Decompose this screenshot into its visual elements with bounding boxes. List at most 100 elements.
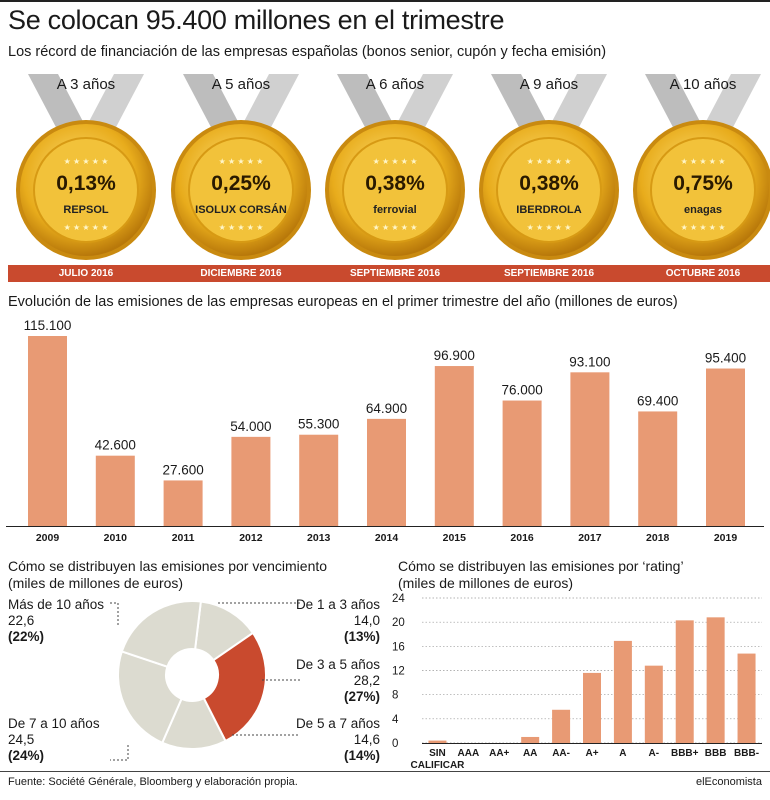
leader-line <box>110 602 119 625</box>
rating-tick-label: AA- <box>552 748 570 759</box>
donut-label: De 1 a 3 años 14,0 (13%) <box>250 597 380 645</box>
donut-slice <box>120 600 202 668</box>
y-tick-label: 20 <box>392 617 405 629</box>
slice-value: 28,2 <box>353 673 380 688</box>
slice-percent: (13%) <box>343 629 380 644</box>
maturity-chart-title: Cómo se distribuyen las emisiones por ve… <box>8 558 327 592</box>
medal-coupon: 0,38% <box>519 172 579 195</box>
rating-tick-label: SIN CALIFICAR <box>411 748 466 770</box>
rating-bar <box>428 740 447 743</box>
medal-coupon: 0,13% <box>56 172 116 195</box>
slice-percent: (22%) <box>8 629 45 644</box>
bar-value-label: 27.600 <box>162 462 203 477</box>
issue-date: OCTUBRE 2016 <box>625 265 770 282</box>
donut-label: Más de 10 años 22,6 (22%) <box>8 597 138 645</box>
page-subtitle: Los récord de financiación de las empres… <box>8 44 607 60</box>
bar-2017 <box>570 372 610 526</box>
donut-label: De 7 a 10 años 24,5 (24%) <box>8 716 138 764</box>
footer-rule <box>0 771 770 772</box>
medal-icon: ★ ★ ★ ★ ★ ★ ★ ★ ★ ★ <box>633 74 770 260</box>
bar-2011 <box>163 480 203 526</box>
bar-2018 <box>638 411 678 526</box>
bar-2010 <box>95 455 135 526</box>
medal-icon: ★ ★ ★ ★ ★ ★ ★ ★ ★ ★ <box>171 74 311 260</box>
slice-value: 14,6 <box>353 732 380 747</box>
bar-2013 <box>299 434 339 526</box>
donut-slice <box>202 631 267 743</box>
rating-tick-label: AAA <box>458 748 480 759</box>
company-logo: enagas <box>684 204 722 216</box>
bar-2016 <box>502 400 542 526</box>
y-tick-label: 16 <box>392 641 405 653</box>
svg-text:★ ★ ★ ★ ★: ★ ★ ★ ★ ★ <box>681 223 726 232</box>
medal-4: ★ ★ ★ ★ ★ ★ ★ ★ ★ ★ A 9 años 0,38% IBERDROLA… <box>469 72 629 287</box>
rating-chart-title: Cómo se distribuyen las emisiones por ‘r… <box>398 558 684 592</box>
bar-value-label: 64.900 <box>366 401 407 416</box>
company-logo: ferrovial <box>373 204 417 216</box>
year-tick-label: 2016 <box>510 532 534 544</box>
bar-2009 <box>28 336 67 526</box>
medal-icon: ★ ★ ★ ★ ★ ★ ★ ★ ★ ★ <box>16 74 156 260</box>
source-note: Fuente: Société Générale, Bloomberg y el… <box>8 776 298 788</box>
bar-2015 <box>434 366 474 526</box>
rating-bar <box>613 640 632 743</box>
slice-value: 14,0 <box>353 613 380 628</box>
rating-tick-label: BBB <box>705 748 727 759</box>
bar-2019 <box>706 368 745 526</box>
svg-text:★ ★ ★ ★ ★: ★ ★ ★ ★ ★ <box>681 157 726 166</box>
rating-tick-label: A+ <box>585 748 598 759</box>
bar-value-label: 54.000 <box>230 419 271 434</box>
medal-icon: ★ ★ ★ ★ ★ ★ ★ ★ ★ ★ <box>325 74 465 260</box>
rating-tick-line: SIN <box>429 748 446 759</box>
top-rule <box>0 0 770 2</box>
year-tick-label: 2019 <box>714 532 738 544</box>
svg-text:★ ★ ★ ★ ★: ★ ★ ★ ★ ★ <box>64 223 109 232</box>
year-tick-label: 2018 <box>646 532 670 544</box>
medal-period: A 10 años <box>669 76 737 93</box>
rating-tick-label: A <box>619 748 626 759</box>
y-tick-label: 24 <box>392 593 405 605</box>
rating-title-line: Cómo se distribuyen las emisiones por ‘r… <box>398 558 684 574</box>
medal-period: A 9 años <box>519 76 579 93</box>
year-tick-label: 2012 <box>239 532 263 544</box>
issue-date: DICIEMBRE 2016 <box>163 265 319 282</box>
medal-coupon: 0,75% <box>673 172 733 195</box>
y-tick-label: 8 <box>392 690 398 702</box>
year-tick-label: 2017 <box>578 532 602 544</box>
medal-coupon: 0,25% <box>211 172 271 195</box>
medal-period: A 3 años <box>56 76 116 93</box>
donut-slice <box>117 650 183 745</box>
issue-date: SEPTIEMBRE 2016 <box>317 265 473 282</box>
annual-bar-chart: 115.100 2009 42.600 2010 27.600 2011 54.000 201… <box>6 318 764 544</box>
rating-bar <box>583 672 601 743</box>
bar-value-label: 76.000 <box>501 383 542 398</box>
year-tick-label: 2014 <box>375 532 399 544</box>
slice-name: De 7 a 10 años <box>8 716 100 731</box>
company-logo: ISOLUX CORSÁN <box>195 204 287 216</box>
rating-tick-label: A- <box>649 748 660 759</box>
page-title: Se colocan 95.400 millones en el trimest… <box>8 5 505 35</box>
slice-value: 24,5 <box>8 732 35 747</box>
donut-label: De 3 a 5 años 28,2 (27%) <box>250 657 380 705</box>
y-tick-label: 0 <box>392 738 398 750</box>
year-tick-label: 2010 <box>104 532 128 544</box>
bar-value-label: 96.900 <box>434 348 475 363</box>
maturity-title-line: Cómo se distribuyen las emisiones por ve… <box>8 558 328 574</box>
rating-tick-label: BBB+ <box>671 748 699 759</box>
brand-logo: elEconomista <box>695 776 762 788</box>
slice-name: De 5 a 7 años <box>295 716 380 731</box>
year-tick-label: 2013 <box>307 532 331 544</box>
rating-tick-line: CALIFICAR <box>411 760 466 770</box>
slice-value: 22,6 <box>8 613 35 628</box>
slice-name: De 1 a 3 años <box>295 597 380 612</box>
medal-3: ★ ★ ★ ★ ★ ★ ★ ★ ★ ★ A 6 años 0,38% ferrovial… <box>315 72 475 287</box>
bar-2014 <box>367 418 406 526</box>
issue-date: SEPTIEMBRE 2016 <box>471 265 627 282</box>
rating-bar <box>644 665 663 743</box>
medal-coupon: 0,38% <box>365 172 425 195</box>
svg-text:★ ★ ★ ★ ★: ★ ★ ★ ★ ★ <box>373 223 418 232</box>
medal-2: ★ ★ ★ ★ ★ ★ ★ ★ ★ ★ A 5 años 0,25% ISOLUX CO… <box>161 72 321 287</box>
svg-text:★ ★ ★ ★ ★: ★ ★ ★ ★ ★ <box>219 157 264 166</box>
leader-line <box>110 745 129 761</box>
rating-bar <box>552 709 571 743</box>
